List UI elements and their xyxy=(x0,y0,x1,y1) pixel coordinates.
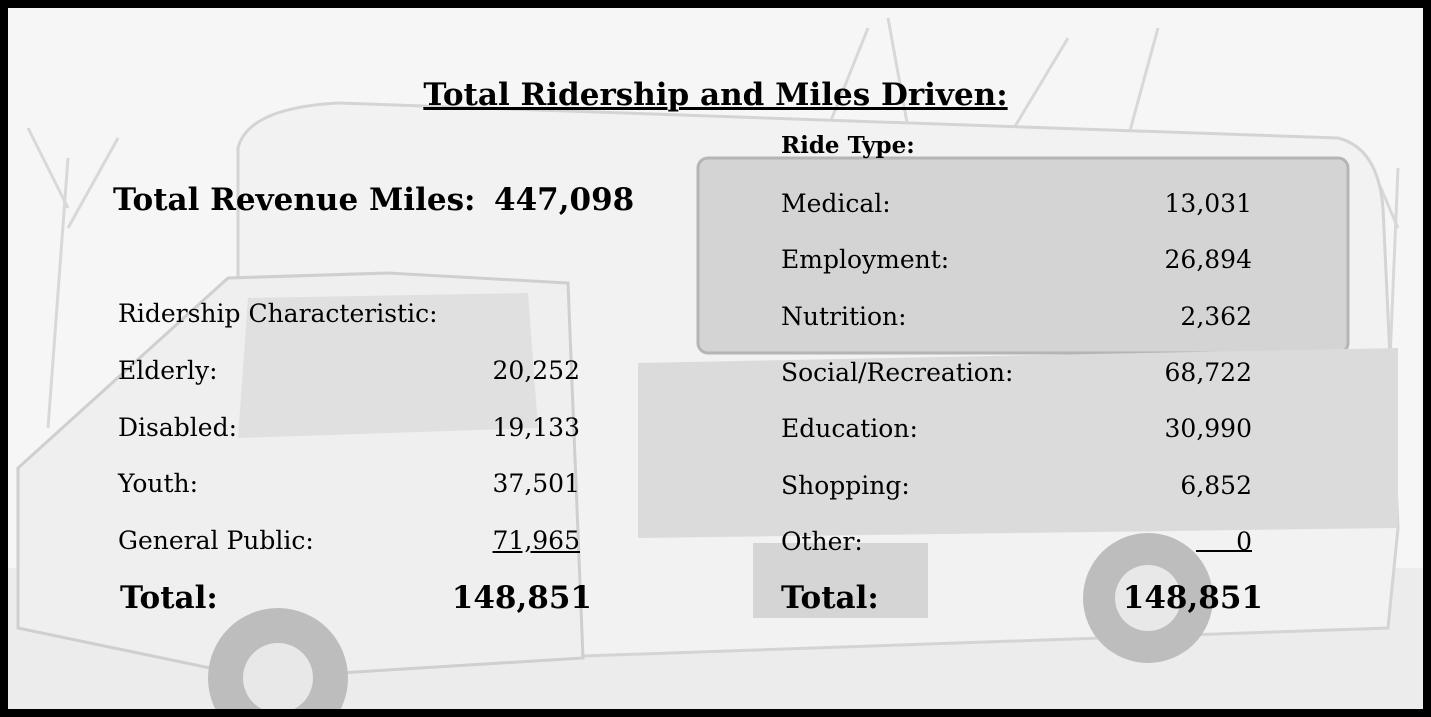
ride-type-label: Shopping: xyxy=(781,473,910,498)
ride-type-label: Social/Recreation: xyxy=(781,360,1013,385)
ridership-value: 37,501 xyxy=(408,471,580,496)
ride-type-label: Nutrition: xyxy=(781,304,907,329)
ridership-heading: Ridership Characteristic: xyxy=(118,301,438,326)
ride-type-value: 13,031 xyxy=(1068,191,1252,216)
ride-type-label: Other: xyxy=(781,529,863,554)
ride-type-total-label: Total: xyxy=(781,583,879,614)
ride-type-value: 30,990 xyxy=(1068,416,1252,441)
ride-type-total-value: 148,851 xyxy=(1058,583,1263,614)
ride-type-value: 26,894 xyxy=(1068,247,1252,272)
ride-type-value: 0 xyxy=(1068,529,1252,554)
ridership-label: Elderly: xyxy=(118,358,218,383)
ride-type-label: Education: xyxy=(781,416,918,441)
ridership-total-value: 148,851 xyxy=(388,583,592,614)
ride-type-label: Medical: xyxy=(781,191,891,216)
ridership-value: 19,133 xyxy=(408,415,580,440)
ridership-label: General Public: xyxy=(118,528,314,553)
ridership-value: 20,252 xyxy=(408,358,580,383)
ridership-label: Youth: xyxy=(118,471,198,496)
ride-type-label: Employment: xyxy=(781,247,949,272)
slide: Total Ridership and Miles Driven: Total … xyxy=(0,0,1431,717)
ridership-label: Disabled: xyxy=(118,415,237,440)
ride-type-heading: Ride Type: xyxy=(781,134,915,157)
ride-type-value: 68,722 xyxy=(1068,360,1252,385)
revenue-miles-value: 447,098 xyxy=(494,185,634,216)
ridership-value: 71,965 xyxy=(408,528,580,553)
revenue-miles-label: Total Revenue Miles: xyxy=(113,185,475,216)
ride-type-value: 6,852 xyxy=(1068,473,1252,498)
ridership-total-label: Total: xyxy=(120,583,218,614)
ride-type-value: 2,362 xyxy=(1068,304,1252,329)
title: Total Ridership and Miles Driven: xyxy=(8,80,1423,111)
